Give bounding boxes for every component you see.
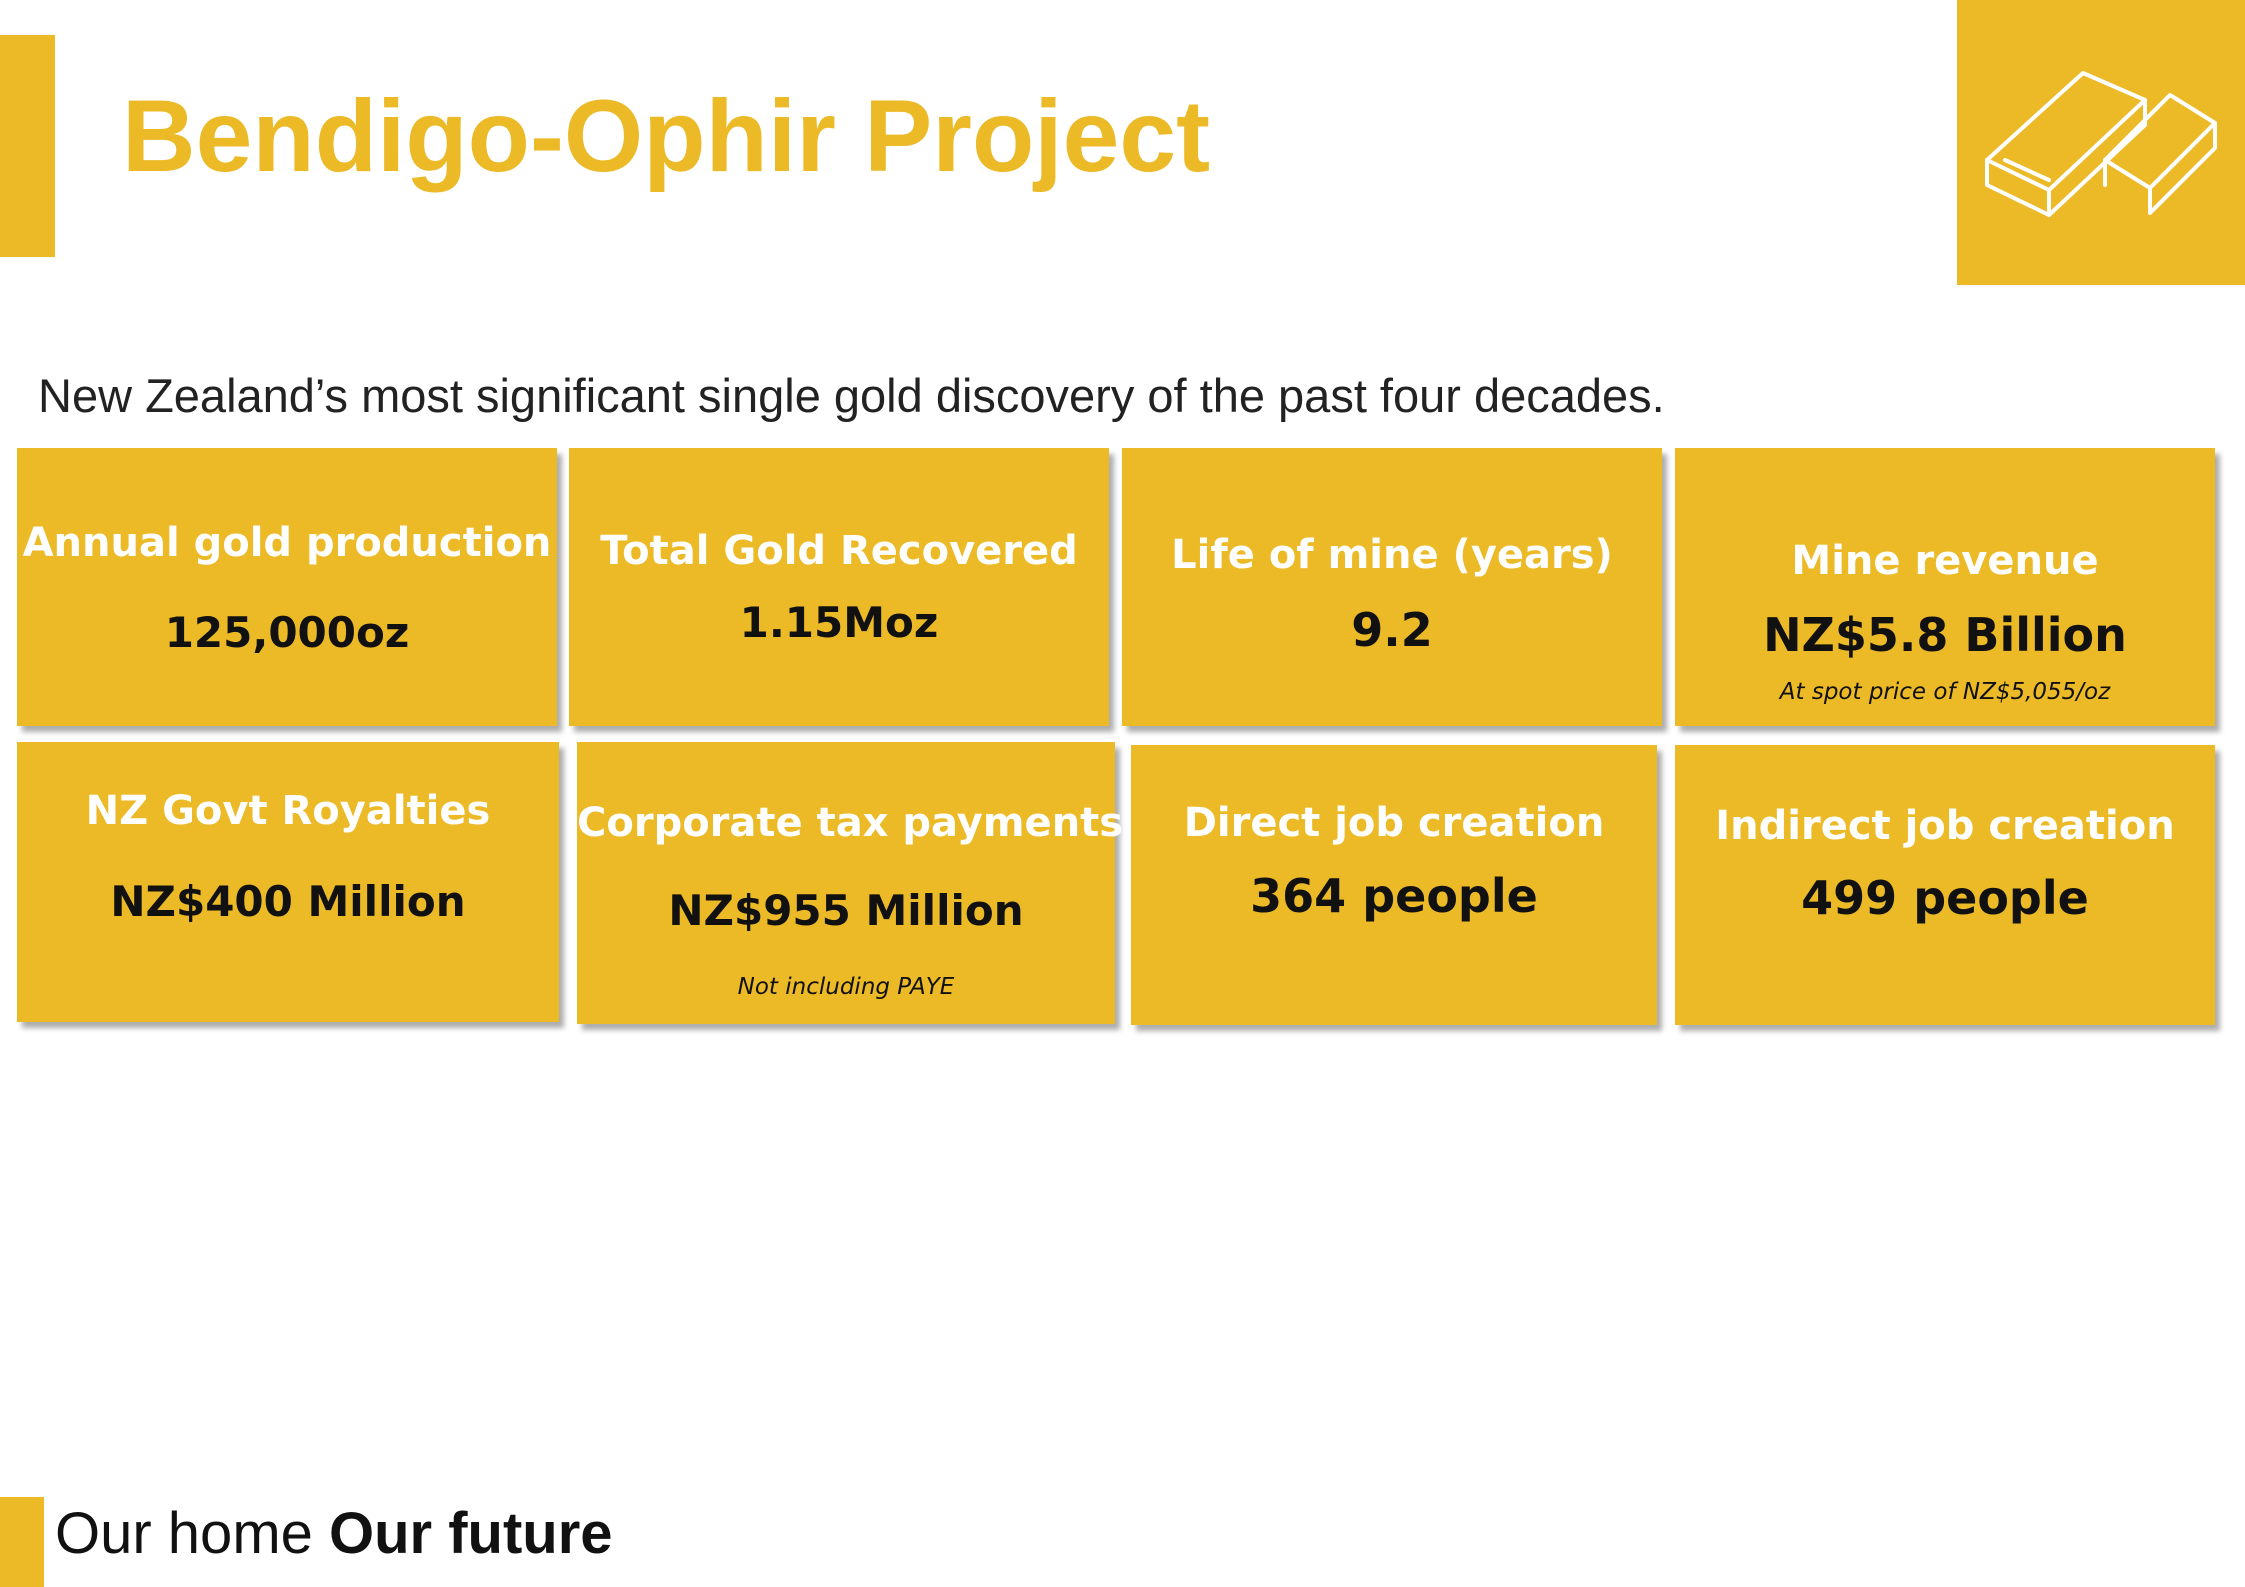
card-note: At spot price of NZ$5,055/oz (1779, 679, 2111, 705)
page-title: Bendigo-Ophir Project (122, 79, 1211, 193)
card-value: 364 people (1250, 869, 1538, 923)
card-label: NZ Govt Royalties (85, 788, 491, 834)
logo-box (1957, 0, 2245, 285)
card-label: Corporate tax payments (577, 800, 1124, 846)
card-value: 499 people (1801, 871, 2089, 925)
card-label: Indirect job creation (1715, 803, 2175, 849)
card-label: Mine revenue (1791, 538, 2099, 584)
card-label: Life of mine (years) (1171, 532, 1613, 578)
header-accent-bar (0, 35, 55, 257)
card-value: 1.15Moz (739, 598, 939, 647)
stat-card-total-gold: Total Gold Recovered 1.15Moz (569, 448, 1109, 726)
stat-card-direct-jobs: Direct job creation 364 people (1131, 745, 1657, 1025)
card-label: Annual gold production (22, 520, 552, 566)
stat-card-annual-production: Annual gold production 125,000oz (17, 448, 557, 726)
card-note: Not including PAYE (737, 974, 955, 1000)
stat-card-corporate-tax: Corporate tax payments NZ$955 Million No… (577, 742, 1124, 1024)
footer-tagline-bold: Our future (329, 1501, 613, 1566)
page-subtitle: New Zealand’s most significant single go… (38, 369, 1665, 422)
card-value: NZ$400 Million (110, 877, 466, 926)
stat-card-mine-revenue: Mine revenue NZ$5.8 Billion At spot pric… (1675, 448, 2215, 726)
stat-card-indirect-jobs: Indirect job creation 499 people (1675, 745, 2215, 1025)
card-value: 9.2 (1351, 603, 1433, 657)
card-value: NZ$955 Million (668, 886, 1024, 935)
stat-card-life-of-mine: Life of mine (years) 9.2 (1122, 448, 1662, 726)
card-value: NZ$5.8 Billion (1763, 608, 2127, 662)
card-value: 125,000oz (164, 608, 410, 657)
stat-card-govt-royalties: NZ Govt Royalties NZ$400 Million (17, 742, 559, 1022)
footer-accent-bar (0, 1497, 44, 1587)
card-label: Total Gold Recovered (600, 528, 1078, 574)
gold-bars-icon (1985, 71, 2217, 217)
card-label: Direct job creation (1183, 800, 1605, 846)
footer-tagline-regular: Our home (55, 1501, 329, 1566)
footer-tagline: Our home Our future (55, 1500, 613, 1567)
